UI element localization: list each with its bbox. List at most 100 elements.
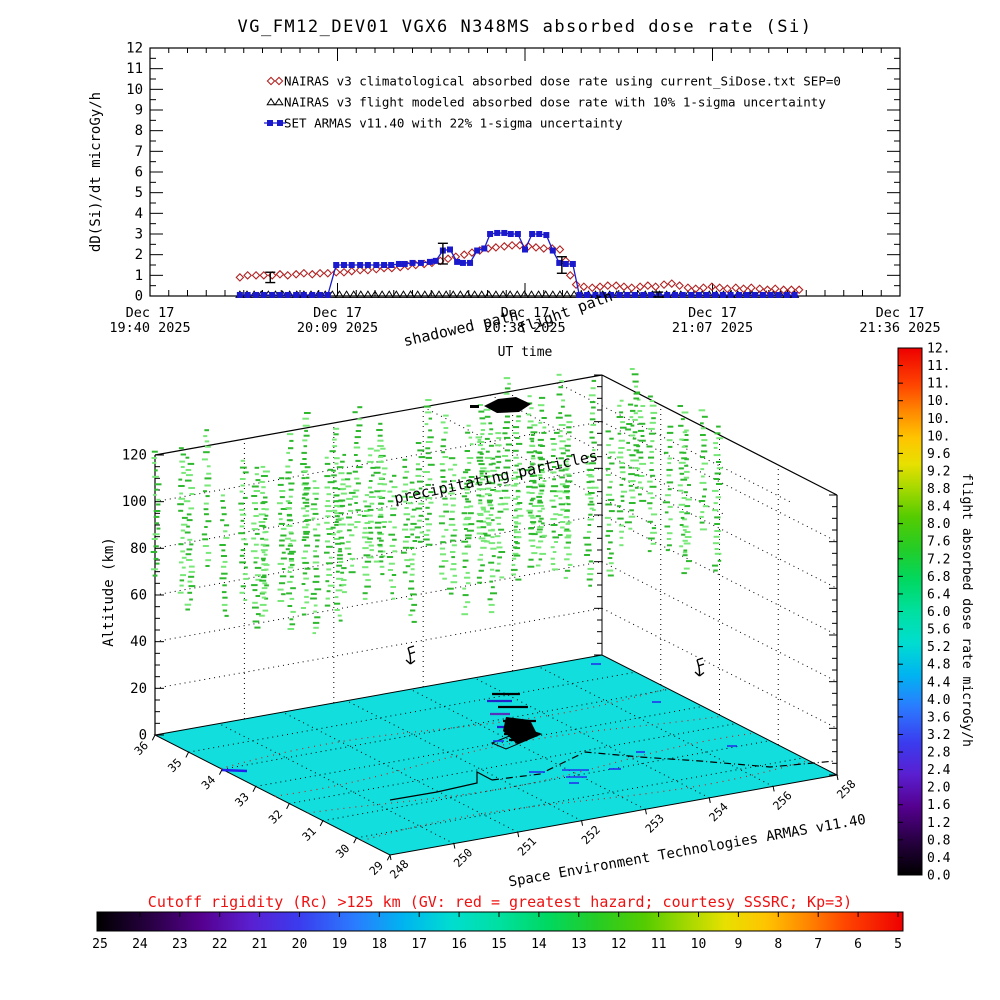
particle-dash	[592, 486, 599, 489]
particle-dash	[277, 562, 284, 565]
particle-dash	[699, 521, 705, 524]
particle-dash	[219, 577, 227, 580]
particle-dash	[685, 498, 692, 501]
particle-dash	[406, 518, 410, 521]
data-point-triangle	[384, 290, 394, 298]
particle-dash	[424, 423, 429, 426]
particle-dash	[466, 529, 474, 532]
particle-dash	[631, 373, 639, 376]
particle-dash	[205, 551, 212, 554]
particle-dash	[310, 592, 317, 595]
particle-dash	[179, 579, 185, 582]
particle-dash	[495, 466, 500, 469]
particle-dash	[301, 557, 307, 560]
particle-dash	[378, 460, 384, 463]
particle-dash	[628, 515, 636, 518]
lon-tick	[517, 832, 520, 838]
particle-dash	[527, 511, 533, 514]
lon-tick	[708, 797, 711, 803]
particle-dash	[243, 577, 249, 580]
y-axis-label: dD(Si)/dt microGy/h	[88, 92, 104, 252]
particle-dash	[221, 513, 227, 516]
particle-dash	[341, 583, 347, 586]
particle-dash	[526, 509, 534, 512]
data-point-diamond	[787, 285, 796, 295]
data-point-triangle	[555, 290, 565, 298]
particle-dash	[538, 558, 543, 561]
particle-dash	[409, 546, 415, 549]
data-point-square	[276, 291, 283, 298]
data-point-square	[576, 291, 583, 298]
particle-dash	[618, 439, 625, 442]
data-point-diamond	[555, 245, 565, 254]
particle-dash	[505, 459, 511, 462]
particle-dash	[592, 449, 596, 452]
particle-dash	[537, 501, 544, 504]
particle-dash	[462, 594, 469, 597]
particle-dash	[303, 577, 309, 580]
data-point-diamond	[266, 76, 276, 86]
particle-dash	[186, 474, 193, 477]
particle-dash	[180, 536, 185, 539]
particle-dash	[650, 496, 655, 499]
particle-dash	[633, 397, 640, 400]
particle-dash	[497, 562, 501, 565]
data-point-square	[426, 258, 433, 265]
data-point-triangle	[412, 290, 423, 298]
particle-dash	[179, 460, 186, 463]
particle-dash	[680, 418, 685, 421]
particle-dash	[338, 512, 344, 515]
particle-dash	[537, 526, 544, 529]
colorbar-right-label: 4.8	[927, 658, 950, 673]
particle-dash	[527, 395, 532, 398]
data-point-square	[381, 262, 388, 268]
particle-dash	[205, 565, 210, 567]
particle-dash	[494, 490, 501, 493]
particle-dash	[390, 507, 397, 510]
particle-dash	[187, 580, 193, 583]
particle-dash	[355, 482, 361, 485]
data-point-diamond	[339, 267, 349, 277]
particle-dash	[476, 526, 481, 529]
particle-dash	[347, 553, 352, 555]
particle-dash	[619, 544, 624, 547]
particle-dash	[402, 495, 408, 498]
particle-dash	[490, 536, 495, 539]
particle-dash	[667, 544, 672, 547]
particle-dash	[352, 411, 358, 414]
particle-dash	[678, 424, 684, 427]
particle-dash	[305, 510, 309, 513]
particle-dash	[326, 533, 334, 535]
particle-dash	[354, 442, 359, 444]
particle-dash	[552, 478, 556, 481]
particle-dash	[667, 457, 673, 460]
data-point-square	[340, 262, 347, 268]
particle-dash	[330, 526, 336, 529]
particle-dash	[362, 566, 369, 569]
particle-dash	[338, 472, 345, 475]
particle-dash	[277, 600, 285, 602]
particle-dash	[566, 534, 572, 537]
particle-dash	[418, 496, 425, 499]
particle-dash	[590, 455, 596, 458]
particle-dash	[477, 581, 482, 584]
particle-dash	[683, 567, 690, 570]
particle-dash	[410, 609, 416, 612]
particle-dash	[324, 505, 332, 508]
data-point-diamond	[595, 282, 605, 292]
particle-dash	[261, 551, 266, 554]
particle-dash	[477, 451, 483, 454]
particle-dash	[440, 541, 446, 544]
particle-dash	[264, 568, 269, 571]
particle-dash	[464, 450, 470, 452]
particle-dash	[254, 508, 258, 511]
data-point-triangle	[533, 290, 544, 298]
particle-dash	[632, 437, 637, 440]
particle-dash	[551, 455, 556, 457]
colorbar-bottom	[96, 911, 904, 932]
colorbar-bottom-label: 18	[371, 937, 387, 952]
particle-dash	[625, 428, 631, 431]
particle-dash	[418, 456, 426, 459]
particle-dash	[302, 572, 308, 575]
